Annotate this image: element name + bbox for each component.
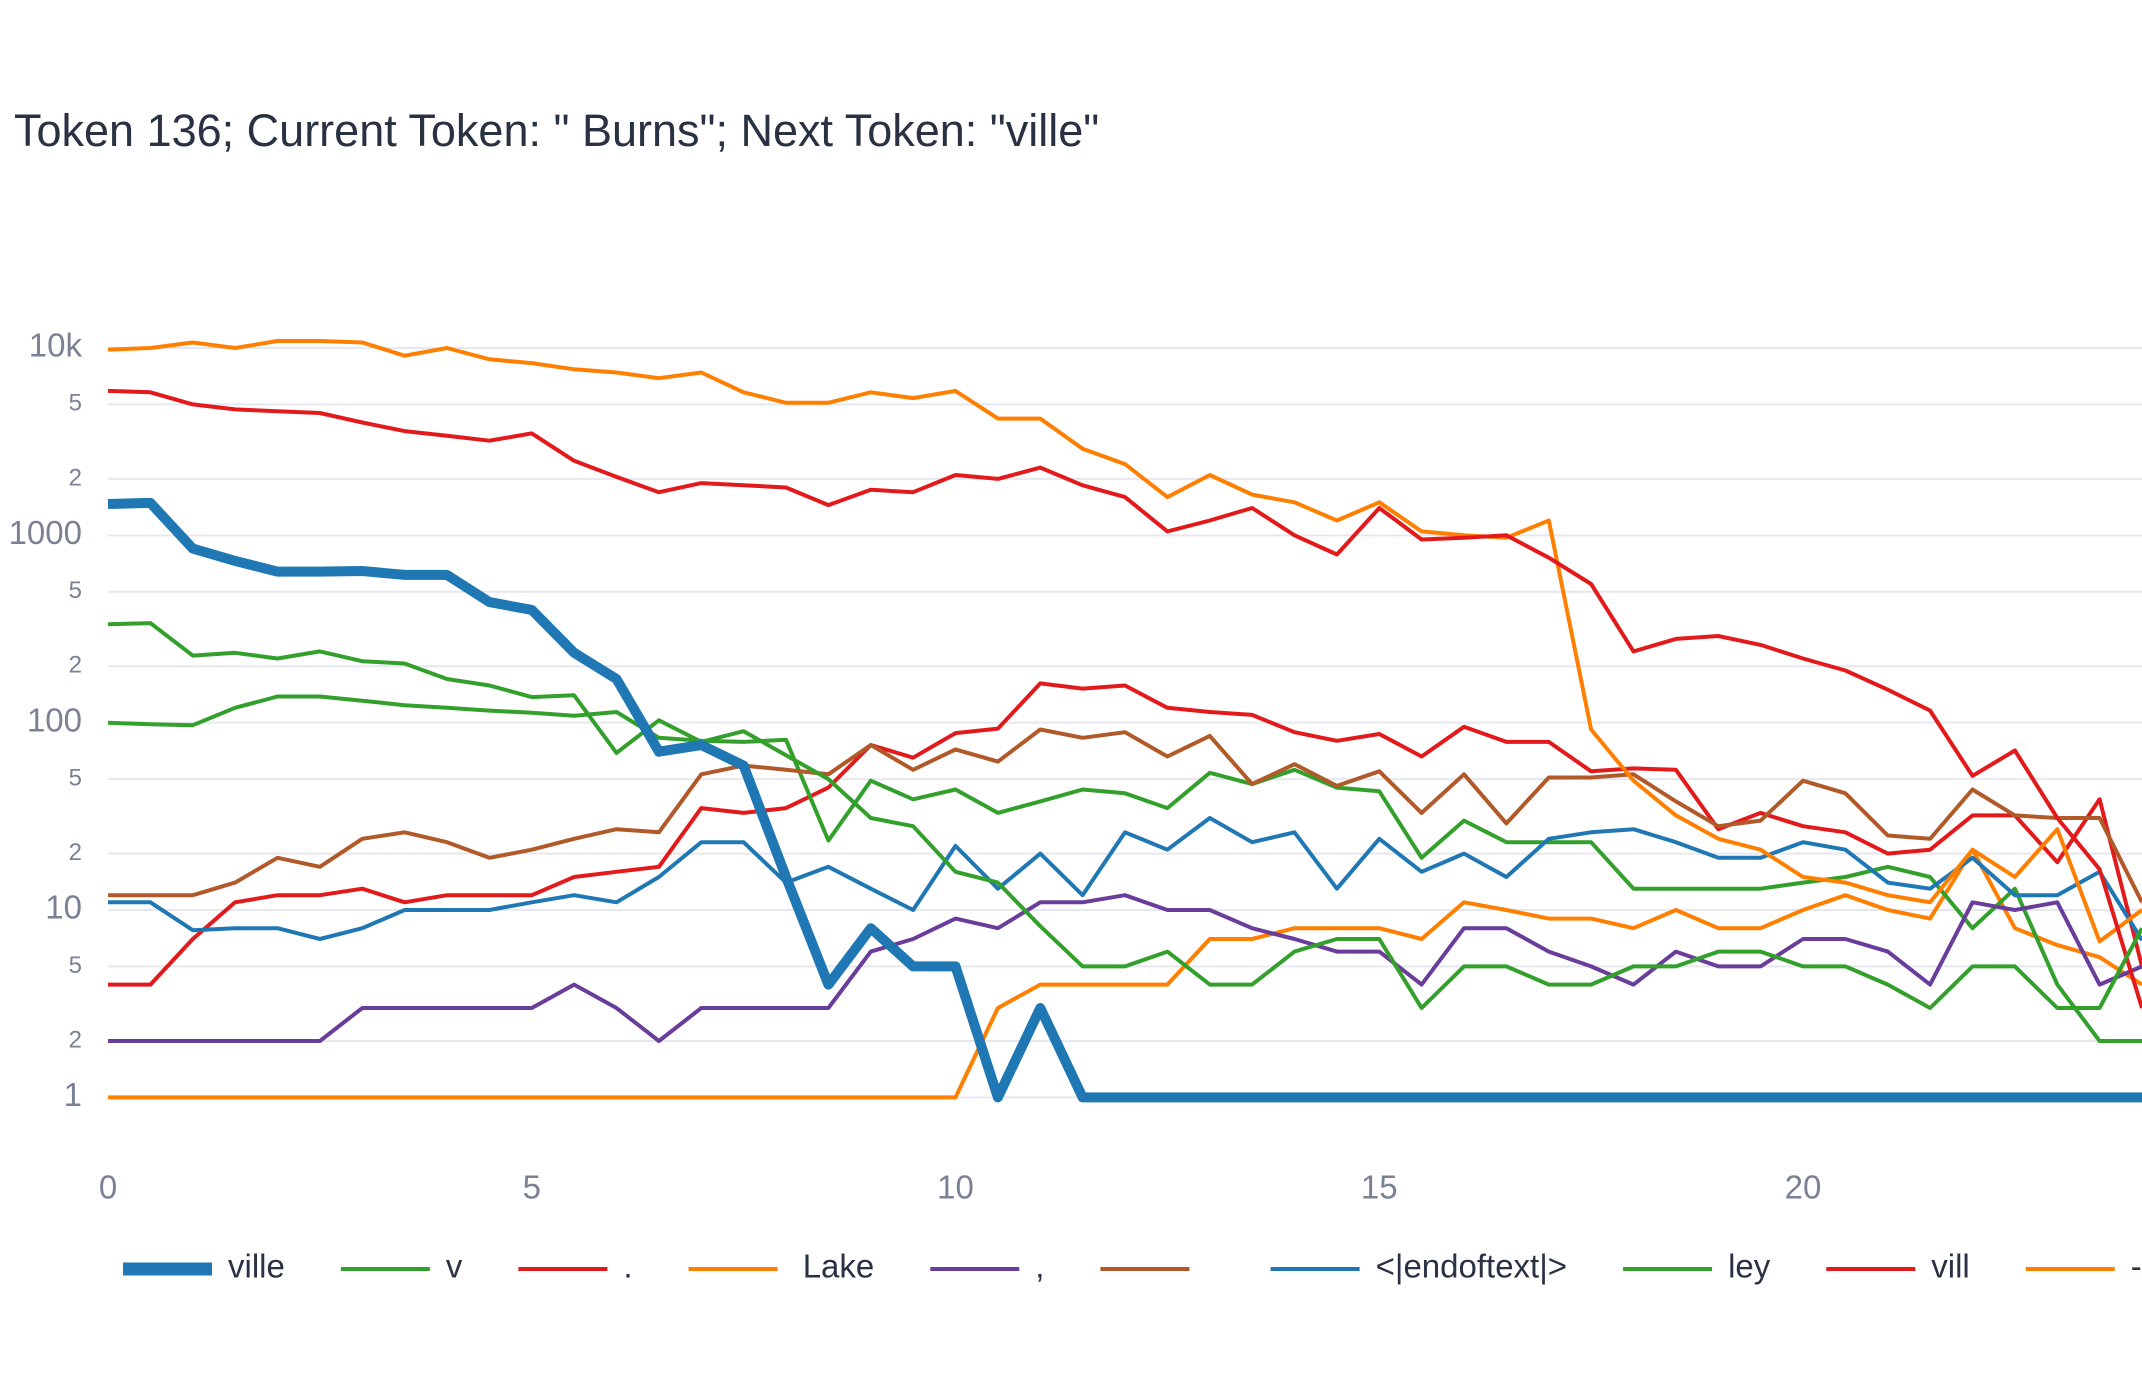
y-tick-label: 2 <box>69 464 82 491</box>
legend-label: v <box>446 1248 463 1285</box>
y-tick-label: 2 <box>69 839 82 866</box>
legend-label: , <box>1035 1248 1044 1285</box>
x-tick-label: 20 <box>1785 1169 1822 1206</box>
series-line <box>107 497 2142 1103</box>
y-tick-label: 10k <box>29 327 83 364</box>
y-tick-label: 1 <box>64 1076 82 1113</box>
y-tick-label: 5 <box>69 577 82 604</box>
legend-label: - <box>2131 1248 2142 1285</box>
y-tick-label: 2 <box>69 652 82 679</box>
legend-label: ley <box>1728 1248 1771 1285</box>
x-tick-label: 5 <box>523 1169 541 1206</box>
legend-label <box>1205 1248 1214 1285</box>
legend-label: <|endoftext|> <box>1376 1248 1567 1285</box>
y-tick-label: 1000 <box>9 514 82 551</box>
legend: ville v. Lake, <|endoftext|> ley vill - <box>123 1248 2142 1285</box>
y-tick-label: 100 <box>27 701 82 738</box>
legend-label: Lake <box>794 1248 875 1285</box>
chart-title: Token 136; Current Token: " Burns"; Next… <box>14 105 1099 156</box>
series-line <box>108 816 2142 942</box>
x-tick-label: 0 <box>99 1169 117 1206</box>
y-tick-label: 5 <box>69 952 82 979</box>
series-line <box>107 339 2142 944</box>
y-tick-label: 10 <box>45 889 82 926</box>
series-line <box>108 727 2142 904</box>
legend-label: ville <box>228 1248 285 1285</box>
legend-label: . <box>623 1248 632 1285</box>
x-tick-label: 15 <box>1361 1169 1398 1206</box>
series-line <box>108 681 2142 987</box>
plot-lines <box>107 339 2142 1103</box>
series-line <box>107 388 2142 1009</box>
y-tick-label: 5 <box>69 764 82 791</box>
series-line <box>107 694 2142 1043</box>
y-tick-label: 2 <box>69 1026 82 1053</box>
legend-label: vill <box>1931 1248 1970 1285</box>
series-line <box>107 621 2142 1010</box>
x-tick-label: 10 <box>937 1169 974 1206</box>
y-tick-label: 5 <box>69 390 82 417</box>
series-line <box>108 847 2142 1100</box>
series-line <box>108 893 2142 1043</box>
